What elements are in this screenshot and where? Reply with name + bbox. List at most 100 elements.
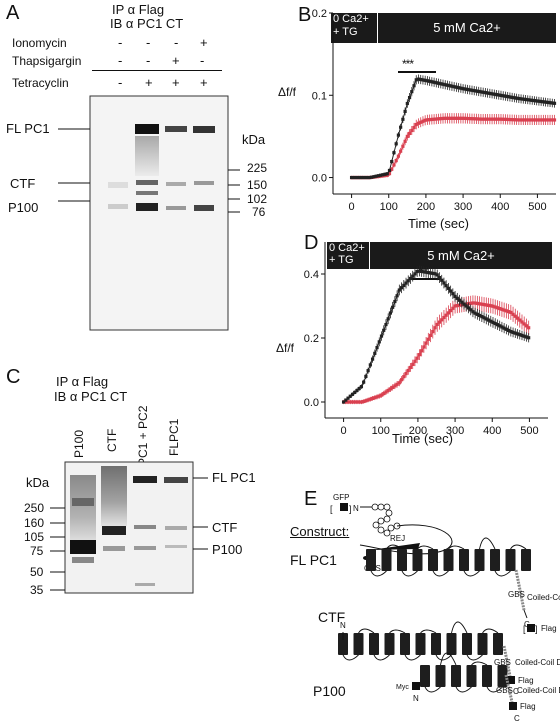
label-p100: P100 [8, 200, 39, 215]
marker-105: 105 [24, 530, 45, 544]
tm-helix [412, 549, 423, 571]
flag-label-ctf: Flag [518, 676, 534, 685]
row-label-ionomycin: Ionomycin [12, 36, 67, 50]
n-term-label-fl: N [353, 504, 359, 513]
n-term-label-ctf: N [340, 621, 346, 630]
chart-d: 0.4 0.2 0.0 0 100 200 300 400 500 [304, 242, 548, 437]
tm-helix [462, 633, 472, 655]
c-term-label-p100: C [514, 714, 520, 723]
tm-segments-ctf [338, 621, 503, 661]
tm-helix [381, 549, 392, 571]
x-tick-label: 200 [409, 425, 427, 437]
ca-bar-left: 0 Ca2+ + TG [331, 13, 377, 43]
svg-text:[: [ [523, 624, 526, 634]
tm-loop [404, 654, 421, 661]
series-line [343, 302, 529, 403]
flag-label-fl: Flag [541, 624, 557, 633]
x-tick-label: 300 [454, 201, 472, 213]
tm-helix [446, 633, 457, 655]
flag-label-p100: Flag [520, 702, 536, 711]
panel-a-letter: A [6, 2, 20, 24]
x-tick-label: 200 [417, 201, 435, 213]
marker-102: 102 [247, 192, 268, 206]
sign: - [174, 35, 179, 50]
y-tick-label: 0.2 [304, 333, 319, 345]
ca-bar-right-text-d: 5 mM Ca2+ [427, 248, 495, 263]
tm-helix [490, 549, 500, 571]
gbs-label-ctf: GBS [494, 658, 511, 667]
panel-a-header-2: IB α PC1 CT [110, 16, 184, 31]
x-axis-label-d: Time (sec) [392, 431, 453, 446]
coil-label-ctf: Coiled-Coil D. [515, 658, 560, 667]
tm-helix [366, 549, 376, 571]
x-tick-label: 0 [341, 425, 347, 437]
tm-helix [415, 633, 426, 655]
sign: - [118, 35, 123, 50]
tm-loop [479, 537, 496, 550]
sign: - [146, 53, 151, 68]
y-tick-label: 0.1 [312, 90, 327, 102]
tm-helix [428, 549, 438, 571]
significance-bar [398, 71, 436, 73]
sign: + [145, 75, 153, 90]
myc-label: Myc [396, 684, 409, 691]
label-ctf: CTF [10, 176, 36, 191]
tm-loop [448, 545, 465, 550]
marker-35: 35 [30, 583, 44, 597]
ca-bar-left-d: 0 Ca2+ + TG [327, 242, 369, 269]
marker-75: 75 [30, 544, 44, 558]
tm-loop [401, 570, 418, 577]
flag-tag-icon-ctf [507, 676, 515, 684]
series-control [341, 265, 531, 404]
series-line [351, 78, 555, 179]
construct-ctf: CTF [318, 609, 346, 625]
tm-loop [386, 544, 403, 550]
flag-tag-icon-p100 [509, 702, 517, 710]
marker-50: 50 [30, 565, 44, 579]
tm-loop [435, 654, 452, 661]
kda-label: kDa [242, 132, 266, 147]
tm-loop [432, 570, 449, 577]
construct-p100: P100 [313, 683, 346, 699]
ca-bar-right: 5 mM Ca2+ [378, 13, 556, 43]
tm-loop [342, 654, 359, 661]
series-mutant [341, 295, 531, 405]
x-tick-label: 500 [528, 201, 546, 213]
y-axis-label-d: Δf/f [276, 341, 295, 355]
svg-text:]: ] [535, 624, 538, 634]
tm-loop [389, 629, 406, 634]
blot-c [50, 461, 208, 594]
panel-c-letter: C [6, 366, 21, 388]
marker-250: 250 [24, 501, 45, 515]
sign: - [200, 53, 205, 68]
construct-title: Construct: [290, 524, 350, 539]
x-tick-label: 0 [349, 201, 355, 213]
series-line [343, 270, 529, 403]
label-c-p100: P100 [212, 542, 243, 557]
sign: - [118, 75, 123, 90]
tm-helix [451, 665, 461, 687]
marker-160: 160 [24, 516, 45, 530]
tm-segments-p100 [420, 652, 508, 693]
significance-stars: *** [402, 57, 414, 71]
svg-text:]: ] [349, 504, 352, 514]
tm-helix [369, 633, 379, 655]
gfp-tag-icon [340, 503, 348, 511]
sign: + [200, 75, 208, 90]
tm-loop [466, 654, 483, 661]
coil-label-p100: Coiled-Coil D. [517, 686, 560, 695]
panel-d-letter: D [304, 232, 319, 254]
tm-helix [431, 633, 441, 655]
tm-loop [373, 654, 390, 661]
x-tick-label: 100 [372, 425, 390, 437]
tm-loop [494, 570, 511, 577]
label-fl-pc1: FL PC1 [6, 121, 50, 136]
treatment-divider [92, 70, 222, 71]
sign: + [200, 35, 208, 50]
gfp-label: GFP [333, 493, 349, 502]
tm-helix [384, 633, 395, 655]
ca-bar-right-text: 5 mM Ca2+ [433, 20, 501, 35]
marker-225: 225 [247, 161, 268, 175]
panel-c-header-2: IB α PC1 CT [54, 389, 128, 404]
series-control [349, 74, 557, 180]
